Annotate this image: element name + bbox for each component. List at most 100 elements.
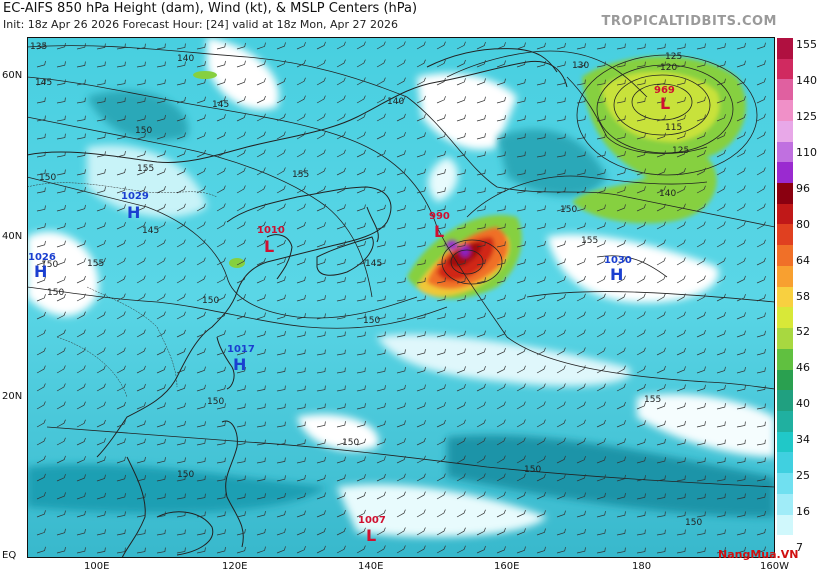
- wind-barb: [396, 473, 406, 482]
- wind-barb: [616, 168, 626, 176]
- wind-barb: [56, 510, 66, 518]
- low-center-1007[interactable]: 1007 L: [358, 515, 386, 545]
- colorbar-swatch: [777, 286, 793, 308]
- colorbar-swatch: [777, 535, 793, 557]
- wind-barb: [36, 115, 46, 122]
- wind-barb: [456, 259, 466, 266]
- wind-barb: [336, 474, 346, 482]
- wind-barb: [316, 313, 326, 320]
- wind-barb: [396, 150, 406, 158]
- wind-barb: [136, 61, 146, 68]
- wind-barb: [316, 41, 326, 50]
- lat-label-40n: 40N: [2, 231, 23, 242]
- high-center-1029[interactable]: 1029 H: [121, 191, 149, 222]
- wind-barb: [356, 367, 366, 374]
- wind-barb: [536, 42, 546, 50]
- wind-barb: [156, 457, 166, 464]
- wind-barb: [76, 258, 86, 266]
- wind-barb: [436, 437, 446, 446]
- wind-barb: [736, 546, 746, 554]
- wind-barb: [116, 293, 126, 302]
- wind-barb: [316, 439, 326, 446]
- wind-barb: [36, 546, 46, 554]
- low-center-990[interactable]: 990 L: [429, 211, 450, 241]
- contour-label: 155: [581, 236, 598, 246]
- wind-barb: [756, 203, 766, 212]
- wind-barb: [276, 331, 286, 338]
- wind-barb: [496, 330, 506, 338]
- wind-barb: [276, 439, 286, 446]
- wind-barb: [656, 114, 666, 122]
- wind-barb: [656, 239, 666, 248]
- wind-barb: [196, 203, 206, 212]
- low-center-1010[interactable]: 1010 L: [257, 225, 285, 256]
- wind-barb: [456, 437, 466, 446]
- wind-barb: [76, 383, 86, 392]
- wind-barb: [196, 221, 206, 230]
- colorbar-swatch: [777, 141, 793, 163]
- wind-barb: [656, 420, 666, 428]
- wind-barb: [396, 131, 406, 140]
- wind-barb: [416, 420, 426, 428]
- wind-barb: [376, 131, 386, 140]
- wind-barb: [496, 527, 506, 536]
- wind-barb: [456, 348, 466, 356]
- wind-barb: [56, 455, 66, 464]
- wind-barb: [756, 239, 766, 248]
- colorbar-label: 58: [796, 289, 810, 303]
- wind-barb: [616, 456, 626, 464]
- wind-barb: [296, 492, 306, 500]
- wind-barb: [256, 95, 266, 104]
- wind-barb: [236, 221, 246, 230]
- colorbar-label: 110: [796, 145, 817, 159]
- wind-barb: [296, 421, 306, 428]
- wind-barb: [316, 331, 326, 338]
- wind-barb: [676, 493, 686, 500]
- colorbar-label: 40: [796, 397, 810, 411]
- wind-barb: [176, 114, 186, 122]
- high-center-1030[interactable]: 1030 H: [604, 255, 632, 284]
- high-center-1026[interactable]: 1026 H: [28, 252, 56, 281]
- wind-barb: [196, 114, 206, 122]
- wind-barb: [196, 239, 206, 248]
- center-marker: H: [610, 265, 623, 284]
- wind-barb: [316, 95, 326, 104]
- wind-barb: [656, 347, 666, 356]
- wind-barb: [96, 347, 106, 356]
- colorbar-swatch: [777, 431, 793, 453]
- contour-label: 155: [292, 170, 309, 180]
- wind-barb: [356, 545, 366, 554]
- wind-barb: [56, 419, 66, 428]
- wind-barb: [456, 78, 466, 86]
- wind-barb: [576, 311, 586, 320]
- wind-barb: [256, 546, 266, 554]
- wind-barb: [436, 41, 446, 50]
- wind-barb: [376, 149, 386, 158]
- wind-barb: [556, 329, 566, 338]
- wind-barb: [36, 42, 46, 50]
- wind-barb: [516, 223, 526, 230]
- wind-barb: [196, 547, 206, 554]
- wind-barb: [116, 97, 126, 104]
- wind-barb: [376, 385, 386, 392]
- wind-barb: [316, 203, 326, 212]
- wind-barb: [636, 493, 646, 500]
- wind-barb: [656, 79, 666, 86]
- high-center-1017[interactable]: 1017 H: [227, 344, 255, 374]
- wind-barb: [456, 151, 466, 158]
- wind-barb: [76, 187, 86, 194]
- wind-barb: [296, 439, 306, 446]
- brand-label[interactable]: TROPICALTIDBITS.COM: [601, 14, 777, 29]
- wind-barb: [636, 203, 646, 212]
- wind-barb: [176, 529, 186, 536]
- contour-label: 145: [212, 100, 229, 110]
- wind-barb: [596, 79, 606, 86]
- wind-barb: [236, 475, 246, 482]
- wind-barb: [736, 421, 746, 428]
- low-center-969[interactable]: 969 L: [654, 85, 675, 113]
- wind-barb: [616, 547, 626, 554]
- wind-barb: [196, 421, 206, 428]
- wind-barb: [696, 132, 706, 140]
- wind-barb: [356, 222, 366, 230]
- wind-barb: [676, 366, 686, 374]
